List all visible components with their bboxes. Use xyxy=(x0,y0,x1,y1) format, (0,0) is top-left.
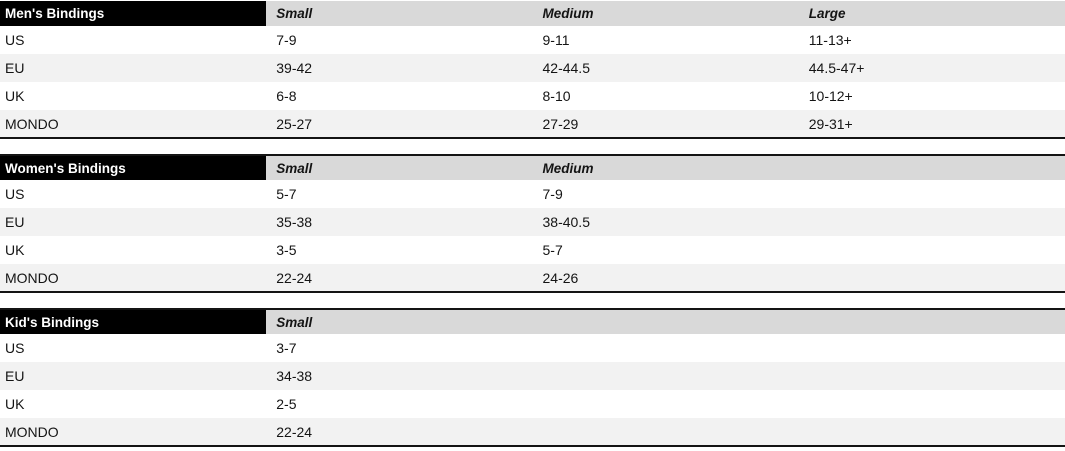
cell-us-large: 11-13+ xyxy=(808,32,852,48)
cell-mondo-large: 29-31+ xyxy=(808,115,853,132)
mens-bindings-table: Men's Bindings Small Medium Large US 7-9… xyxy=(0,1,1065,139)
womens-bindings-table: Women's Bindings Small Medium US 5-7 7-9… xyxy=(0,154,1065,293)
cell-mondo-small: 22-24 xyxy=(276,423,313,440)
kids-table-title: Kid's Bindings xyxy=(0,309,267,334)
table-row: MONDO 22-24 24-26 xyxy=(0,264,1065,292)
cell-eu-medium: 38-40.5 xyxy=(542,214,590,230)
womens-column-header-small: Small xyxy=(266,155,533,180)
cell-mondo-medium: 24-26 xyxy=(542,269,579,286)
cell-us-small: 7-9 xyxy=(276,32,297,48)
cell-eu-small: 35-38 xyxy=(276,214,313,230)
row-label-uk: UK xyxy=(5,242,25,258)
cell-uk-large: 10-12+ xyxy=(808,88,853,104)
cell-eu-small: 39-42 xyxy=(276,60,313,76)
table-row: US 3-7 xyxy=(0,334,1065,362)
mens-column-header-small: Small xyxy=(266,1,533,26)
row-label-uk: UK xyxy=(5,396,25,412)
cell-us-medium: 9-11 xyxy=(542,32,570,48)
row-label-uk: UK xyxy=(5,88,25,104)
table-row: MONDO 22-24 xyxy=(0,418,1065,446)
mens-table-title: Men's Bindings xyxy=(0,1,267,26)
cell-uk-small: 6-8 xyxy=(276,88,297,104)
row-label-mondo: MONDO xyxy=(5,115,59,132)
cell-uk-small: 3-5 xyxy=(276,242,297,258)
kids-header-row: Kid's Bindings Small xyxy=(0,309,1065,334)
cell-us-small: 3-7 xyxy=(276,340,297,356)
row-label-eu: EU xyxy=(5,214,25,230)
cell-us-medium: 7-9 xyxy=(542,186,563,202)
row-label-eu: EU xyxy=(5,368,25,384)
table-row: EU 34-38 xyxy=(0,362,1065,390)
womens-table-title: Women's Bindings xyxy=(0,155,267,180)
kids-bindings-table: Kid's Bindings Small US 3-7 EU 34-38 UK … xyxy=(0,308,1065,447)
row-label-us: US xyxy=(5,186,25,202)
table-row: EU 35-38 38-40.5 xyxy=(0,208,1065,236)
cell-eu-large: 44.5-47+ xyxy=(808,60,865,76)
cell-us-small: 5-7 xyxy=(276,186,297,202)
cell-mondo-small: 22-24 xyxy=(276,269,313,286)
table-row: MONDO 25-27 27-29 29-31+ xyxy=(0,110,1065,138)
row-label-mondo: MONDO xyxy=(5,423,59,440)
table-row: EU 39-42 42-44.5 44.5-47+ xyxy=(0,54,1065,82)
row-label-us: US xyxy=(5,340,25,356)
table-row: US 7-9 9-11 11-13+ xyxy=(0,26,1065,54)
table-row: UK 2-5 xyxy=(0,390,1065,418)
mens-header-row: Men's Bindings Small Medium Large xyxy=(0,1,1065,26)
cell-eu-medium: 42-44.5 xyxy=(542,60,590,76)
mens-column-header-medium: Medium xyxy=(532,1,799,26)
kids-column-header-small: Small xyxy=(266,309,1065,334)
table-row: US 5-7 7-9 xyxy=(0,180,1065,208)
cell-uk-medium: 8-10 xyxy=(542,88,571,104)
cell-mondo-small: 25-27 xyxy=(276,115,313,132)
table-row: UK 6-8 8-10 10-12+ xyxy=(0,82,1065,110)
cell-eu-small: 34-38 xyxy=(276,368,313,384)
row-label-mondo: MONDO xyxy=(5,269,59,286)
row-label-eu: EU xyxy=(5,60,25,76)
table-row: UK 3-5 5-7 xyxy=(0,236,1065,264)
womens-header-row: Women's Bindings Small Medium xyxy=(0,155,1065,180)
womens-column-header-medium: Medium xyxy=(532,155,1065,180)
cell-uk-medium: 5-7 xyxy=(542,242,563,258)
cell-mondo-medium: 27-29 xyxy=(542,115,579,132)
row-label-us: US xyxy=(5,32,25,48)
cell-uk-small: 2-5 xyxy=(276,396,297,412)
mens-column-header-large: Large xyxy=(798,1,1065,26)
